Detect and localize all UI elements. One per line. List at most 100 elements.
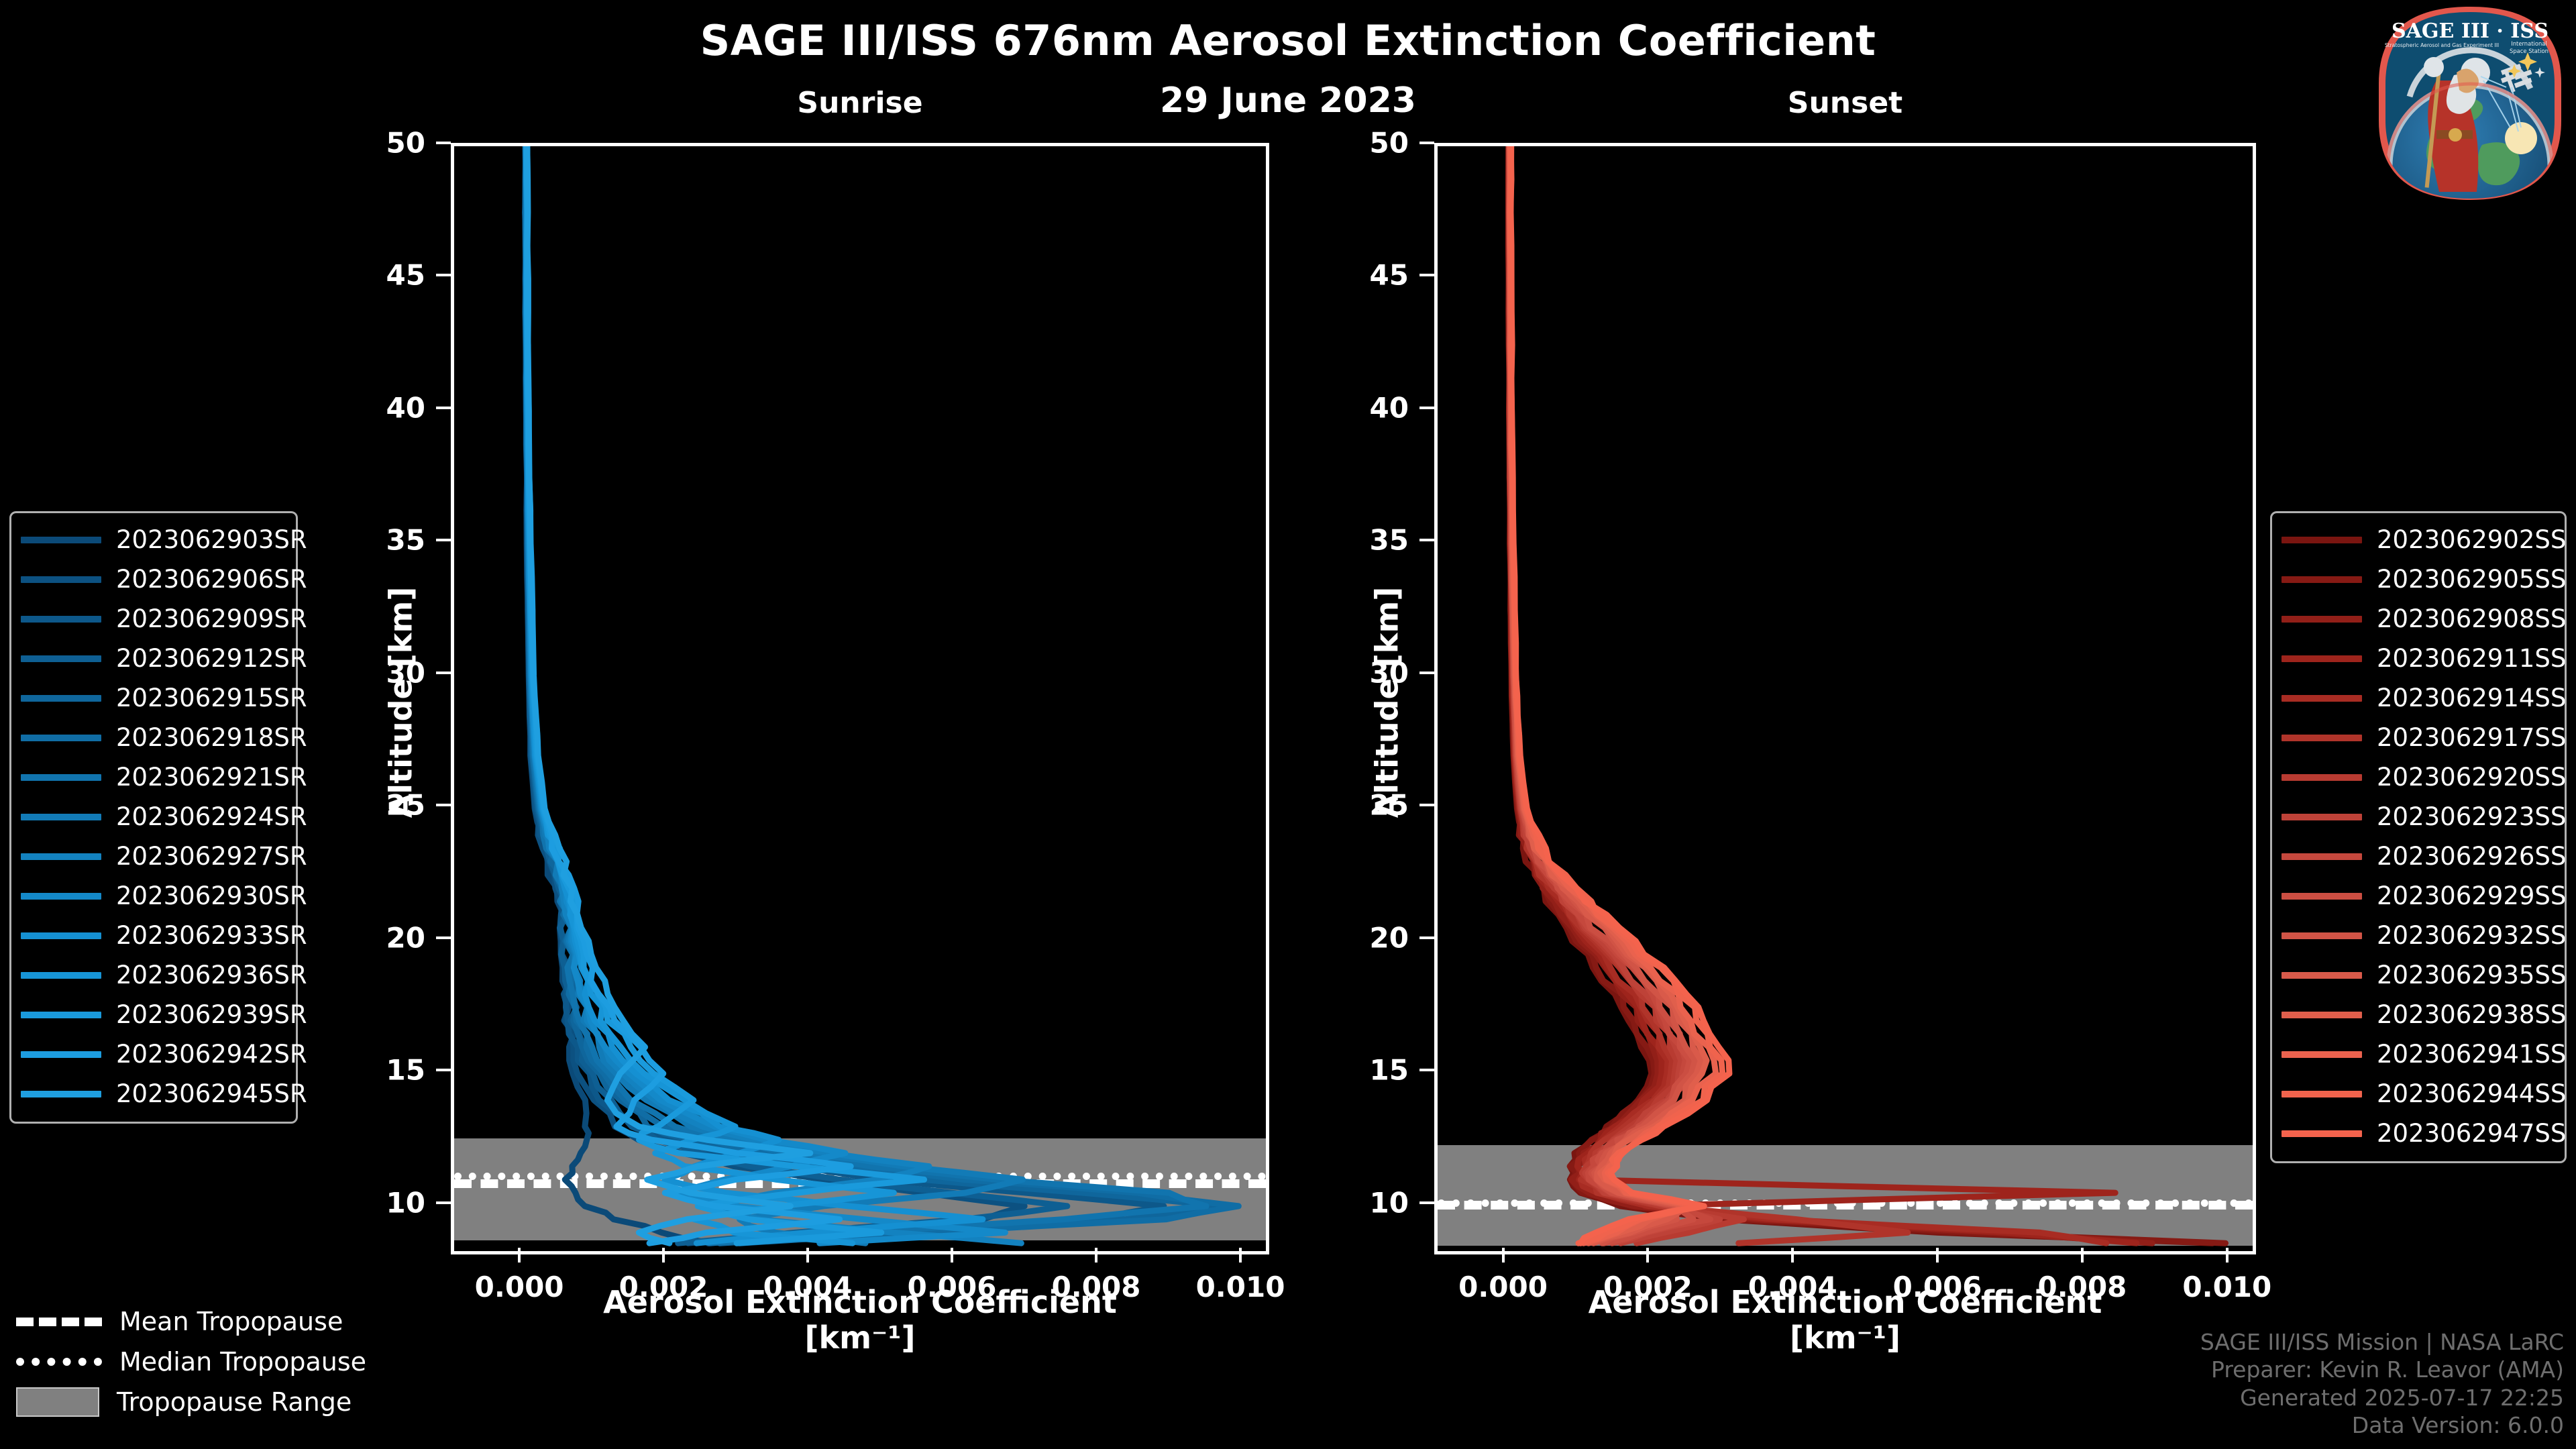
sunrise-ytick-label: 10 (386, 1186, 425, 1220)
sunrise-ytick-label: 30 (386, 656, 425, 690)
sunrise-ytick-label: 45 (386, 258, 425, 292)
sunrise-xtick-label: 0.010 (1195, 1271, 1285, 1303)
sunset-ytick (1419, 274, 1434, 277)
legend-item-sunrise[interactable]: 2023062906SR (21, 559, 307, 599)
dashed-line-icon (16, 1317, 102, 1326)
legend-color-swatch (21, 971, 101, 979)
legend-item-sunrise[interactable]: 2023062933SR (21, 916, 307, 955)
legend-item-sunrise[interactable]: 2023062936SR (21, 955, 307, 995)
legend-item-sunset[interactable]: 2023062908SS (2282, 599, 2566, 639)
sunset-ytick-label: 50 (1369, 126, 1409, 160)
legend-label-sunrise: 2023062933SR (116, 921, 307, 950)
page-title: SAGE III/ISS 676nm Aerosol Extinction Co… (700, 16, 1876, 65)
legend-item-sunrise[interactable]: 2023062912SR (21, 639, 307, 678)
sunrise-xtick (806, 1248, 810, 1263)
legend-label-sunset: 2023062920SS (2377, 763, 2567, 792)
sunset-xtick (2225, 1248, 2229, 1263)
legend-item-sunrise[interactable]: 2023062918SR (21, 718, 307, 757)
legend-label-sunrise: 2023062936SR (116, 961, 307, 989)
legend-label-sunrise: 2023062939SR (116, 1000, 307, 1029)
sunrise-legend[interactable]: 2023062903SR 2023062906SR 2023062909SR 2023… (9, 511, 307, 1124)
legend-label-sunset: 2023062905SS (2377, 565, 2567, 594)
legend-item-sunrise[interactable]: 2023062942SR (21, 1034, 307, 1074)
legend-item-sunrise[interactable]: 2023062921SR (21, 757, 307, 797)
legend-color-swatch (21, 615, 101, 623)
legend-item-sunset[interactable]: 2023062905SS (2282, 559, 2566, 599)
legend-color-swatch (2282, 655, 2362, 662)
legend-label-sunset: 2023062902SS (2377, 525, 2567, 554)
legend-item-sunrise[interactable]: 2023062915SR (21, 678, 307, 718)
credit-mission: SAGE III/ISS Mission | NASA LaRC (2200, 1328, 2564, 1355)
legend-item-sunset[interactable]: 2023062941SS (2282, 1034, 2566, 1074)
legend-label-sunrise: 2023062927SR (116, 842, 307, 871)
legend-label-sunrise: 2023062909SR (116, 604, 307, 633)
sunset-ytick-label: 30 (1369, 656, 1409, 690)
legend-label-sunset: 2023062923SS (2377, 802, 2567, 831)
sunset-ytick-label: 10 (1369, 1186, 1409, 1220)
legend-label-sunset: 2023062932SS (2377, 921, 2567, 950)
sunset-xtick (1936, 1248, 1939, 1263)
profile-line (523, 146, 1008, 1246)
legend-color-swatch (21, 932, 101, 939)
legend-item-sunset[interactable]: 2023062926SS (2282, 837, 2566, 876)
legend-color-swatch (2282, 853, 2362, 860)
profile-line (1505, 146, 2140, 1246)
legend-label-sunset: 2023062917SS (2377, 723, 2567, 752)
legend-label-mean-tropopause: Mean Tropopause (119, 1307, 343, 1336)
legend-item-sunset[interactable]: 2023062932SS (2282, 916, 2566, 955)
profile-line (1506, 146, 2110, 1246)
patch-subtitle-sage: Stratospheric Aerosol and Gas Experiment… (2385, 42, 2499, 48)
sunset-xtick-label: 0.006 (1892, 1271, 1982, 1303)
legend-color-swatch (2282, 1130, 2362, 1137)
sunset-x-axis-label: Aerosol Extinction Coefficient (1588, 1284, 2102, 1320)
legend-item-median-tropopause: Median Tropopause (16, 1342, 419, 1382)
legend-item-sunrise[interactable]: 2023062930SR (21, 876, 307, 916)
legend-item-sunrise[interactable]: 2023062927SR (21, 837, 307, 876)
legend-label-sunset: 2023062908SS (2377, 604, 2567, 633)
legend-color-swatch (21, 734, 101, 741)
sunrise-xtick-label: 0.006 (907, 1271, 997, 1303)
sunrise-xtick (951, 1248, 954, 1263)
sunrise-plot-area (451, 143, 1269, 1254)
credit-data-version: Data Version: 6.0.0 (2351, 1412, 2564, 1439)
sunrise-profile-curves (454, 146, 1266, 1251)
sunset-ytick (1419, 936, 1434, 939)
sunset-ytick-label: 40 (1369, 391, 1409, 425)
sunset-ytick (1419, 671, 1434, 674)
legend-item-sunset[interactable]: 2023062917SS (2282, 718, 2566, 757)
legend-item-sunset[interactable]: 2023062911SS (2282, 639, 2566, 678)
legend-color-swatch (21, 1011, 101, 1018)
sunrise-ytick-label: 40 (386, 391, 425, 425)
legend-color-swatch (21, 576, 101, 583)
sunrise-x-axis-units: [km⁻¹] (804, 1319, 916, 1356)
legend-item-sunset[interactable]: 2023062902SS (2282, 520, 2566, 559)
legend-item-sunset[interactable]: 2023062935SS (2282, 955, 2566, 995)
sunset-xtick-label: 0.008 (2037, 1271, 2127, 1303)
sunset-y-axis-title: Altitude [km] (1368, 586, 1405, 818)
sunrise-xtick (1239, 1248, 1242, 1263)
legend-item-sunset[interactable]: 2023062923SS (2282, 797, 2566, 837)
legend-label-sunrise: 2023062918SR (116, 723, 307, 752)
legend-item-sunrise[interactable]: 2023062903SR (21, 520, 307, 559)
sunset-legend[interactable]: 2023062902SS 2023062905SS 2023062908SS 2023… (2270, 511, 2567, 1163)
legend-item-sunrise[interactable]: 2023062909SR (21, 599, 307, 639)
legend-item-sunrise[interactable]: 2023062939SR (21, 995, 307, 1034)
legend-item-sunrise[interactable]: 2023062945SR (21, 1074, 307, 1114)
profile-line (1505, 146, 2155, 1246)
dotted-line-icon (16, 1358, 102, 1366)
legend-item-sunset[interactable]: 2023062944SS (2282, 1074, 2566, 1114)
sunset-ytick-label: 20 (1369, 921, 1409, 955)
legend-item-sunset[interactable]: 2023062947SS (2282, 1114, 2566, 1153)
sunset-xtick (1646, 1248, 1650, 1263)
legend-item-sunset[interactable]: 2023062929SS (2282, 876, 2566, 916)
sunset-ytick (1419, 804, 1434, 807)
legend-item-sunset[interactable]: 2023062920SS (2282, 757, 2566, 797)
legend-item-sunrise[interactable]: 2023062924SR (21, 797, 307, 837)
sunrise-ytick (436, 142, 451, 144)
legend-color-swatch (21, 536, 101, 543)
patch-title: SAGE III · ISS (2392, 19, 2548, 43)
credits-block: SAGE III/ISS Mission | NASA LaRC Prepare… (2200, 1328, 2564, 1440)
legend-item-sunset[interactable]: 2023062938SS (2282, 995, 2566, 1034)
profile-line (523, 146, 928, 1246)
legend-item-sunset[interactable]: 2023062914SS (2282, 678, 2566, 718)
